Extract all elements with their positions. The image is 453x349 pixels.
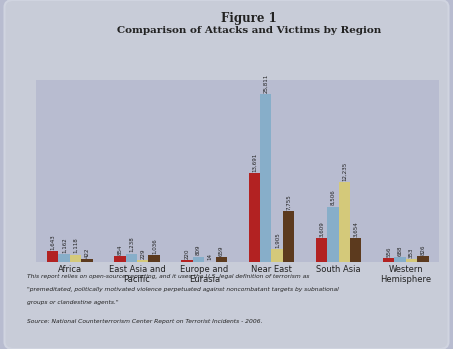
Text: 1,036: 1,036 <box>152 238 157 254</box>
Bar <box>149 255 160 262</box>
Text: 7,755: 7,755 <box>286 194 291 210</box>
Bar <box>249 173 260 262</box>
Text: 3,654: 3,654 <box>353 221 358 237</box>
Bar <box>327 207 339 262</box>
Legend: Dead, Wounded, Hostage, Attacks: Dead, Wounded, Hostage, Attacks <box>33 0 151 1</box>
Text: 688: 688 <box>398 245 403 256</box>
Bar <box>193 257 204 262</box>
Text: 1,905: 1,905 <box>275 232 280 248</box>
Text: groups or clandestine agents.": groups or clandestine agents." <box>27 300 119 305</box>
Text: 826: 826 <box>420 245 425 255</box>
Text: 1,643: 1,643 <box>50 234 55 250</box>
Text: 659: 659 <box>219 246 224 256</box>
Text: 809: 809 <box>196 245 201 255</box>
Text: 13,691: 13,691 <box>252 153 257 172</box>
Bar <box>395 257 406 262</box>
Bar <box>260 95 271 262</box>
Bar <box>181 260 193 262</box>
Text: 854: 854 <box>117 244 122 255</box>
Bar <box>271 250 283 262</box>
Text: 1,162: 1,162 <box>62 237 67 253</box>
Text: Figure 1: Figure 1 <box>221 12 277 25</box>
Text: 220: 220 <box>184 248 190 259</box>
Bar <box>81 259 93 262</box>
Bar <box>70 254 81 262</box>
Bar <box>47 251 58 262</box>
Bar <box>58 254 70 262</box>
Text: 422: 422 <box>84 247 90 258</box>
Text: 229: 229 <box>140 248 145 259</box>
Text: "premeditated, politically motivated violence perpetuated against noncombatant t: "premeditated, politically motivated vio… <box>27 287 339 292</box>
Bar <box>350 238 361 262</box>
Text: 25,811: 25,811 <box>263 74 268 93</box>
Bar <box>283 211 294 262</box>
Bar <box>383 258 395 262</box>
Text: 12,235: 12,235 <box>342 162 347 181</box>
Bar <box>338 183 350 262</box>
Bar <box>406 259 417 262</box>
Text: 14: 14 <box>207 253 212 260</box>
Bar <box>417 257 429 262</box>
Text: Comparison of Attacks and Victims by Region: Comparison of Attacks and Victims by Reg… <box>117 26 381 35</box>
Bar <box>316 238 327 262</box>
Text: 556: 556 <box>386 246 391 257</box>
Bar <box>114 256 125 262</box>
Bar <box>216 258 227 262</box>
Text: 3,609: 3,609 <box>319 221 324 237</box>
Bar <box>125 254 137 262</box>
Text: 1,118: 1,118 <box>73 237 78 253</box>
FancyBboxPatch shape <box>5 0 448 349</box>
Text: 353: 353 <box>409 248 414 258</box>
Text: 8,506: 8,506 <box>330 190 335 205</box>
Text: 1,238: 1,238 <box>129 237 134 252</box>
Text: This report relies on open-source reporting, and it uses the U.S. legal definiti: This report relies on open-source report… <box>27 274 309 279</box>
Text: Source: National Counterterrorism Center Report on Terrorist Incidents - 2006.: Source: National Counterterrorism Center… <box>27 319 263 324</box>
Bar <box>137 260 149 262</box>
